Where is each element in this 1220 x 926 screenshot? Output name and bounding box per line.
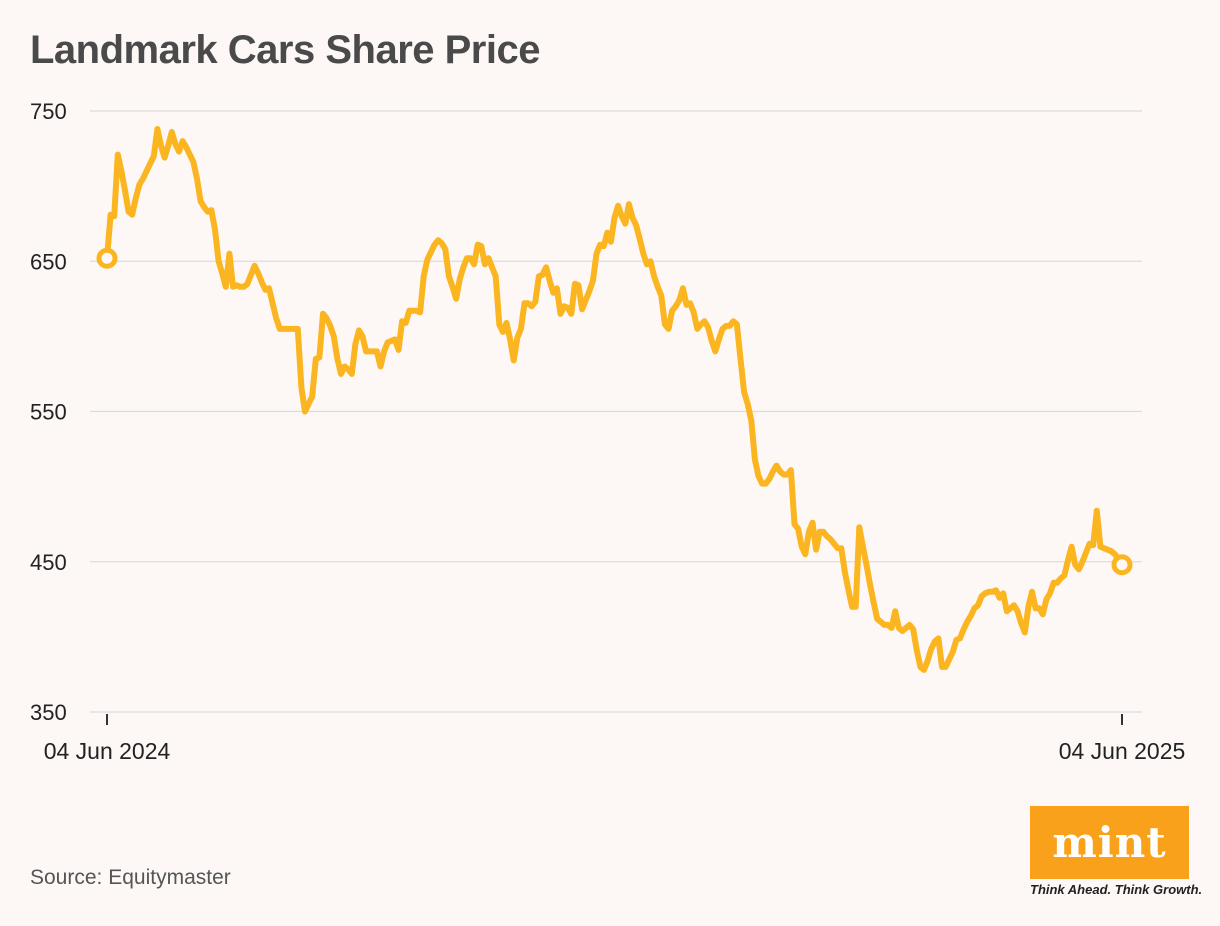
logo-wordmark: mint [1052,818,1167,867]
y-tick-label: 550 [30,400,67,425]
y-tick-label: 450 [30,550,67,575]
y-tick-label: 750 [30,99,67,124]
x-tick-label: 04 Jun 2024 [44,738,171,764]
source-note: Source: Equitymaster [30,866,231,889]
grid-lines [90,110,1142,713]
x-tick-label: 04 Jun 2025 [1059,738,1186,764]
x-axis: 04 Jun 2024 04 Jun 2025 [44,714,1186,764]
logo-tagline: Think Ahead. Think Growth. [1030,882,1203,897]
end-marker [1111,554,1133,576]
y-axis-tick-labels: 350 450 550 650 750 [30,99,67,725]
price-series-line [104,126,1125,673]
series-layer [96,126,1133,673]
start-marker [96,247,118,269]
chart-title: Landmark Cars Share Price [30,28,540,72]
mint-logo: mint [1030,806,1189,879]
y-tick-label: 350 [30,700,67,725]
y-tick-label: 650 [30,249,67,274]
